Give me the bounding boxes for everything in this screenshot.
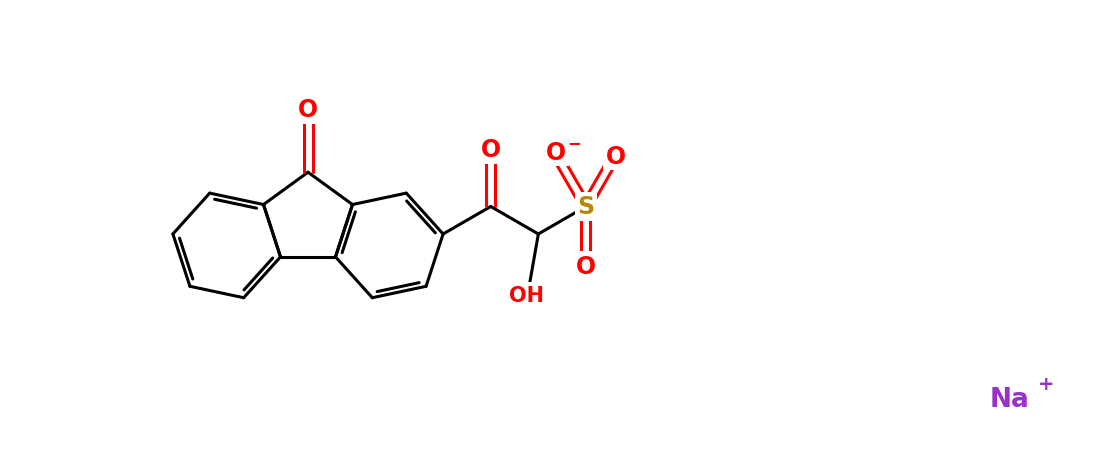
Text: −: − xyxy=(567,133,581,151)
Text: Na: Na xyxy=(990,386,1030,412)
Text: S: S xyxy=(578,195,595,219)
Text: O: O xyxy=(606,144,625,168)
Text: O: O xyxy=(481,138,501,162)
Text: OH: OH xyxy=(510,285,544,305)
Text: O: O xyxy=(576,254,596,278)
Text: +: + xyxy=(1038,374,1054,394)
Text: O: O xyxy=(546,140,566,164)
Text: O: O xyxy=(298,98,318,122)
